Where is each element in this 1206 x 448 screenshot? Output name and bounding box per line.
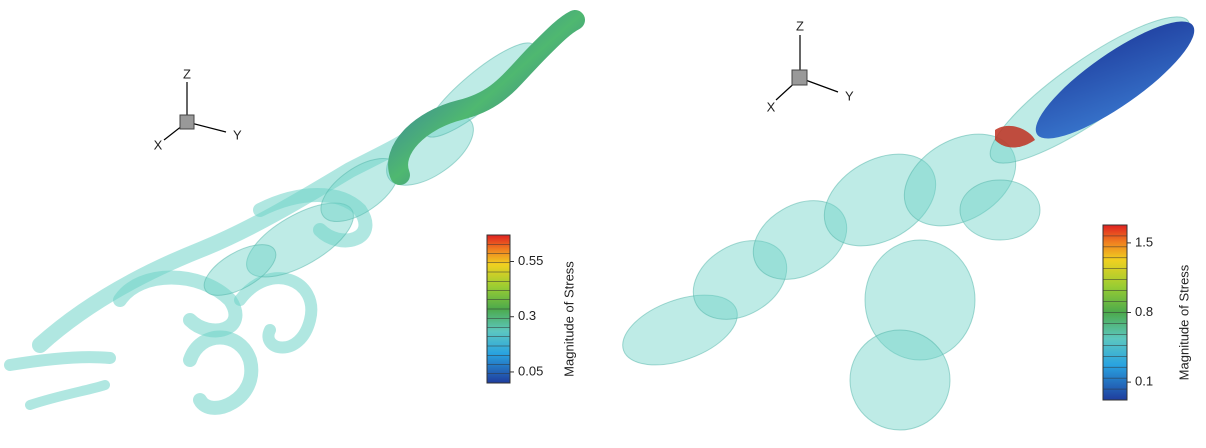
colorbar-tick-label: 1.5	[1135, 234, 1153, 249]
colorbar-tick-label: 0.8	[1135, 304, 1153, 319]
axis-label: X	[767, 99, 776, 114]
wake-left	[4, 10, 585, 415]
axis-label: Y	[845, 88, 854, 103]
colorbar-label: Magnitude of Stress	[1176, 264, 1191, 380]
axis-triad: Z Y X	[154, 66, 242, 152]
colorbar-label: Magnitude of Stress	[561, 261, 576, 377]
colorbar-tick-label: 0.55	[518, 253, 543, 268]
axis-triad: Z Y X	[767, 18, 854, 114]
axis-label: Z	[183, 66, 191, 81]
axis-label: Y	[233, 127, 242, 142]
wake-right	[622, 16, 1195, 431]
axis-label: Z	[796, 18, 804, 33]
axis-label: X	[154, 137, 163, 152]
colorbar-tick-label: 0.1	[1135, 374, 1153, 389]
colorbar-tick-label: 0.3	[518, 308, 536, 323]
colorbar-tick-label: 0.05	[518, 363, 543, 378]
